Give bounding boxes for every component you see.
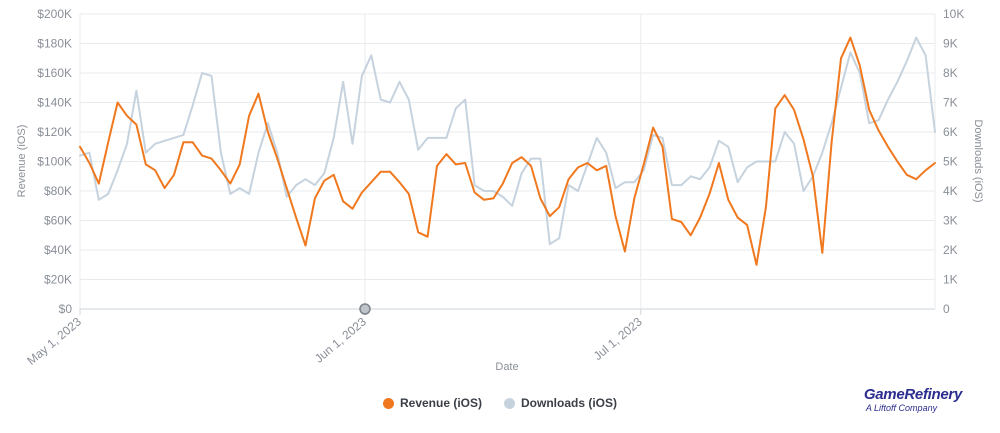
left-tick-label: $100K [37, 155, 72, 169]
x-tick-label: May 1, 2023 [24, 314, 84, 367]
left-tick-label: $180K [37, 37, 72, 51]
legend-downloads-label: Downloads (iOS) [521, 396, 618, 410]
left-tick-label: $80K [44, 184, 72, 198]
left-tick-label: $200K [37, 7, 72, 21]
dual-axis-line-chart: $0 $20K $40K $60K $80K $100K $120K $140K $160K $1… [16, 7, 984, 373]
right-tick-label: 2K [943, 243, 958, 257]
legend: Revenue (iOS) Downloads (iOS) [0, 396, 1000, 410]
right-tick-label: 8K [943, 66, 958, 80]
left-tick-label: $140K [37, 96, 72, 110]
right-tick-label: 6K [943, 125, 958, 139]
legend-revenue-marker-icon [382, 397, 394, 409]
right-tick-label: 3K [943, 214, 958, 228]
hover-marker[interactable] [359, 303, 371, 315]
downloads-series-line [79, 36, 936, 246]
left-tick-label: $20K [44, 273, 72, 287]
brand-logo: GameRefinery A Liftoff Company [864, 386, 962, 413]
left-tick-label: $60K [44, 214, 72, 228]
x-tick-label: Jun 1, 2023 [312, 314, 369, 365]
series-layer [79, 36, 936, 266]
brand-name: GameRefinery [863, 386, 962, 403]
revenue-series-line [79, 36, 936, 266]
legend-revenue-label: Revenue (iOS) [399, 396, 483, 410]
left-tick-label: $40K [44, 243, 72, 257]
right-tick-label: 7K [943, 96, 958, 110]
left-tick-label: $0 [59, 302, 73, 316]
left-axis-title: Revenue (iOS) [16, 125, 28, 198]
x-tick-label: Jul 1, 2023 [591, 314, 645, 363]
brand-subtitle: A Liftoff Company [865, 403, 938, 413]
left-axis-ticks: $0 $20K $40K $60K $80K $100K $120K $140K $160K $1… [37, 7, 72, 316]
legend-downloads-marker-icon [504, 397, 516, 409]
right-tick-label: 10K [943, 7, 964, 21]
x-axis-ticks: May 1, 2023 Jun 1, 2023 Jul 1, 2023 [24, 314, 645, 367]
right-tick-label: 4K [943, 184, 958, 198]
right-tick-label: 0 [943, 302, 950, 316]
left-tick-label: $120K [37, 125, 72, 139]
right-axis-title: Downloads (iOS) [972, 119, 984, 202]
legend-item-revenue[interactable]: Revenue (iOS) [382, 396, 483, 410]
left-tick-label: $160K [37, 66, 72, 80]
x-axis-title: Date [495, 361, 518, 373]
legend-item-downloads[interactable]: Downloads (iOS) [504, 396, 617, 410]
chart-grid [79, 13, 936, 315]
right-tick-label: 5K [943, 155, 958, 169]
right-axis-ticks: 0 1K 2K 3K 4K 5K 6K 7K 8K 9K 10K [943, 7, 964, 316]
right-tick-label: 9K [943, 37, 958, 51]
right-tick-label: 1K [943, 273, 958, 287]
